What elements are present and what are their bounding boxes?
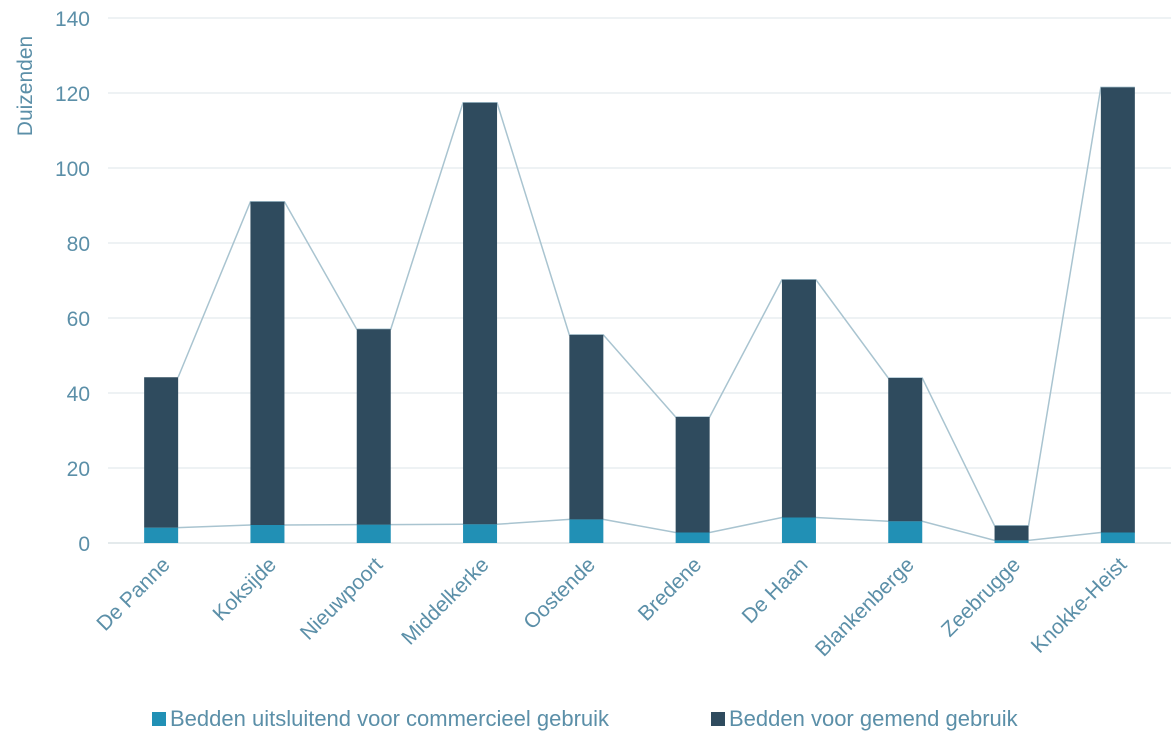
x-tick-label: De Panne [92,553,174,635]
y-tick-label: 100 [55,158,90,181]
bar-commercial [675,532,710,543]
bar-mixed [463,102,498,525]
x-tick-label: Oostende [519,553,600,634]
bar-commercial [781,517,816,543]
bar-mixed [888,378,923,522]
bar-commercial [569,519,604,543]
x-tick-label: De Haan [738,553,813,628]
bar-commercial [250,525,285,543]
legend-swatch-commercial [152,712,166,726]
y-tick-label: 80 [67,233,90,256]
x-tick-label: Knokke-Heist [1027,553,1132,658]
bar-mixed [144,377,179,528]
bar-mixed [250,201,285,525]
y-tick-label: 40 [67,383,90,406]
legend: Bedden uitsluitend voor commercieel gebr… [0,706,1171,732]
bar-commercial [144,527,179,543]
legend-item-mixed: Bedden voor gemend gebruik [711,706,1018,732]
legend-item-commercial: Bedden uitsluitend voor commercieel gebr… [152,706,609,732]
bar-mixed [675,417,710,533]
x-tick-label: Nieuwpoort [296,553,387,644]
bar-mixed [356,329,391,525]
bar-commercial [1100,532,1135,543]
bar-mixed [994,525,1029,541]
bar-commercial [888,521,923,543]
x-tick-label: Blankenberge [811,553,919,661]
x-tick-label: Bredene [634,553,706,625]
bar-commercial [994,540,1029,543]
bar-mixed [569,334,604,520]
series-line-total [177,86,1135,527]
bar-commercial [463,524,498,543]
chart-canvas: 0 20 40 60 80 100 120 140 Duizenden De Panne Koksi… [14,8,1171,661]
bar-commercial [356,524,391,543]
series-line-commercial [178,516,1135,542]
y-tick-label: 140 [55,8,90,31]
y-tick-label: 120 [55,83,90,106]
bar-mixed [781,279,816,518]
x-tick-label: Zeebrugge [937,553,1025,641]
legend-swatch-mixed [711,712,725,726]
legend-label-commercial: Bedden uitsluitend voor commercieel gebr… [170,706,610,731]
x-tick-label: Koksijde [209,553,281,625]
x-tick-label: Middelkerke [397,553,493,649]
y-axis-title: Duizenden [14,36,37,136]
bar-mixed [1100,87,1135,533]
y-tick-label: 0 [78,533,90,556]
legend-label-mixed: Bedden voor gemend gebruik [729,706,1018,731]
y-tick-label: 60 [67,308,90,331]
y-tick-label: 20 [67,458,90,481]
